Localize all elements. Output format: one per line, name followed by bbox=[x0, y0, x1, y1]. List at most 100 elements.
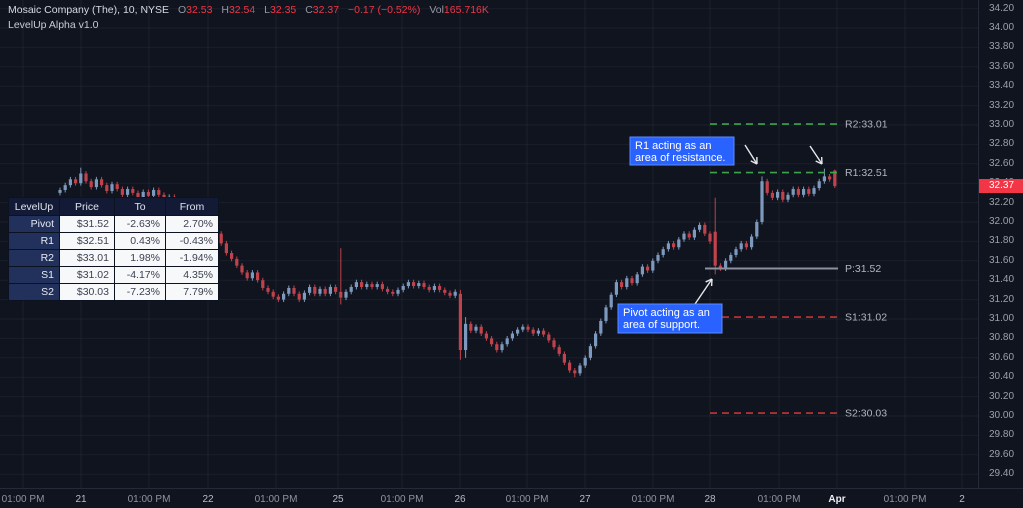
candle-body bbox=[640, 266, 644, 275]
pivot-level-value: $31.02 bbox=[59, 266, 115, 284]
price-axis-label: 31.40 bbox=[988, 274, 1015, 286]
candle-body bbox=[245, 272, 249, 279]
candle-body bbox=[126, 189, 130, 195]
price-axis-label: 30.40 bbox=[988, 371, 1015, 383]
high-value: 32.54 bbox=[228, 4, 256, 16]
candle-body bbox=[412, 282, 416, 287]
candle-body bbox=[812, 188, 816, 194]
candle-body bbox=[349, 286, 353, 292]
time-axis-label: 01:00 PM bbox=[757, 494, 801, 505]
candle-body bbox=[781, 191, 785, 200]
candle-body bbox=[692, 229, 696, 238]
candle-body bbox=[557, 347, 561, 354]
time-axis-label: 01:00 PM bbox=[127, 494, 171, 505]
price-axis-label: 33.40 bbox=[988, 80, 1015, 92]
candle-body bbox=[484, 333, 488, 339]
pivot-level-value: -0.43% bbox=[165, 232, 219, 250]
candle-body bbox=[833, 170, 837, 187]
candle-body bbox=[718, 265, 722, 269]
symbol-header[interactable]: Mosaic Company (The), 10, NYSE O32.53 H3… bbox=[8, 4, 489, 16]
candle-body bbox=[115, 184, 119, 190]
candle-body bbox=[354, 282, 358, 287]
price-axis[interactable]: 34.20 34.00 33.80 33.60 33.40 33.20 33.00 32.80… bbox=[978, 0, 1023, 488]
candle-body bbox=[313, 286, 317, 294]
arrow-line bbox=[692, 278, 713, 308]
time-axis[interactable]: 01:00 PM 21 01:00 PM 22 01:00 PM 25 01:00 PM 26… bbox=[0, 488, 1023, 508]
candle-body bbox=[807, 189, 811, 194]
candle-body bbox=[318, 288, 322, 294]
candle-body bbox=[432, 286, 436, 290]
pivot-level-value: $33.01 bbox=[59, 249, 115, 267]
price-axis-label: 33.20 bbox=[988, 99, 1015, 111]
candle-body bbox=[308, 286, 312, 293]
time-axis-label: Apr bbox=[828, 494, 846, 505]
candle-body bbox=[396, 289, 400, 294]
candle-body bbox=[68, 179, 72, 186]
levelup-pivot-table: LevelUp Price To From Pivot $31.52 -2.63% 2.70%… bbox=[8, 197, 219, 301]
candle-body bbox=[661, 249, 665, 255]
candle-body bbox=[141, 191, 145, 198]
level-label-s1: S1:31.02 bbox=[845, 312, 887, 324]
candle-body bbox=[427, 286, 431, 290]
candle-body bbox=[531, 329, 535, 334]
annotation-box[interactable] bbox=[617, 303, 723, 334]
level-label-p: P:31.52 bbox=[845, 263, 881, 275]
time-axis-label: 2 bbox=[959, 494, 965, 505]
candle-body bbox=[448, 292, 452, 296]
candle-body bbox=[729, 254, 733, 261]
candle-body bbox=[401, 286, 405, 290]
annotation-text: area of resistance. bbox=[635, 152, 726, 164]
candle-body bbox=[84, 173, 88, 182]
candle-body bbox=[755, 222, 759, 237]
arrow-head bbox=[815, 160, 823, 165]
candle-body bbox=[562, 353, 566, 363]
candle-body bbox=[490, 338, 494, 345]
pivot-table-row: S1 $31.02 -4.17% 4.35% bbox=[8, 266, 219, 284]
candle-body bbox=[796, 189, 800, 195]
price-axis-label: 31.00 bbox=[988, 313, 1015, 324]
price-axis-label: 31.20 bbox=[988, 293, 1015, 305]
candle-body bbox=[261, 280, 265, 288]
candle-body bbox=[609, 294, 613, 308]
candle-body bbox=[157, 189, 161, 195]
candle-body bbox=[328, 286, 332, 294]
candle-body bbox=[521, 326, 525, 330]
candle-body bbox=[276, 296, 280, 300]
candle-body bbox=[386, 288, 390, 292]
candle-body bbox=[323, 288, 327, 294]
pivot-level-value: 4.35% bbox=[165, 266, 219, 284]
candle-body bbox=[152, 189, 156, 196]
symbol-title[interactable]: Mosaic Company (The), 10, NYSE bbox=[8, 4, 170, 16]
pivot-level-name: R1 bbox=[8, 232, 60, 250]
close-value: 32.37 bbox=[312, 4, 340, 16]
candle-body bbox=[516, 329, 520, 334]
candle-body bbox=[687, 233, 691, 238]
price-axis-label: 33.60 bbox=[988, 60, 1015, 72]
price-axis-label: 32.00 bbox=[988, 216, 1015, 227]
candle-body bbox=[651, 260, 655, 271]
open-label: O bbox=[177, 4, 187, 16]
price-axis-label: 32.80 bbox=[988, 138, 1015, 150]
time-axis-label: 01:00 PM bbox=[631, 494, 675, 505]
annotation-box[interactable] bbox=[629, 136, 735, 166]
candle-body bbox=[438, 286, 442, 290]
candle-body bbox=[578, 365, 582, 374]
candle-body bbox=[110, 184, 114, 191]
candle-body bbox=[297, 293, 301, 300]
candle-body bbox=[479, 326, 483, 334]
price-axis-label: 30.60 bbox=[988, 351, 1015, 363]
price-axis-label: 30.20 bbox=[988, 390, 1015, 402]
pivot-level-value: $30.03 bbox=[59, 283, 115, 301]
price-axis-label: 30.80 bbox=[988, 332, 1015, 344]
candle-body bbox=[89, 181, 93, 188]
candle-body bbox=[375, 284, 379, 287]
time-axis-label: 21 bbox=[75, 494, 87, 505]
indicator-title[interactable]: LevelUp Alpha v1.0 bbox=[8, 19, 99, 31]
low-value: 32.35 bbox=[270, 4, 297, 16]
candle-body bbox=[614, 282, 618, 295]
candle-body bbox=[568, 362, 572, 371]
arrow-head bbox=[750, 160, 758, 165]
candle-body bbox=[594, 333, 598, 347]
